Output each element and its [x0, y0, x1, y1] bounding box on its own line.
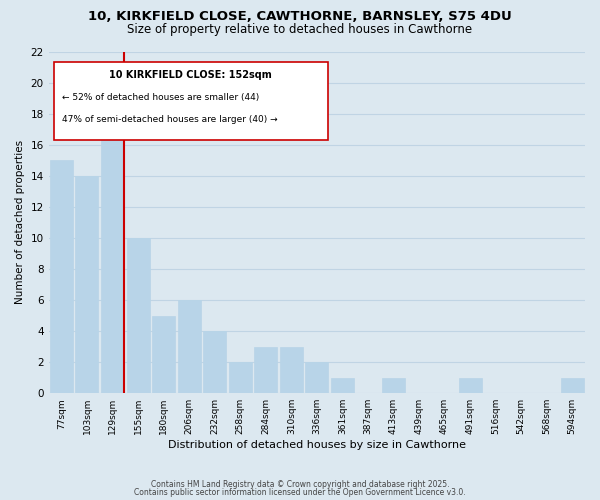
Bar — [458, 378, 482, 393]
Bar — [178, 300, 200, 393]
Text: ← 52% of detached houses are smaller (44): ← 52% of detached houses are smaller (44… — [62, 92, 259, 102]
Bar — [382, 378, 405, 393]
Bar — [76, 176, 98, 393]
Text: 47% of semi-detached houses are larger (40) →: 47% of semi-detached houses are larger (… — [62, 114, 278, 124]
X-axis label: Distribution of detached houses by size in Cawthorne: Distribution of detached houses by size … — [168, 440, 466, 450]
Bar — [152, 316, 175, 393]
Bar — [229, 362, 252, 393]
Bar — [280, 346, 303, 393]
Bar — [101, 114, 124, 393]
Bar — [305, 362, 328, 393]
Bar — [331, 378, 354, 393]
Text: Contains HM Land Registry data © Crown copyright and database right 2025.: Contains HM Land Registry data © Crown c… — [151, 480, 449, 489]
Text: Size of property relative to detached houses in Cawthorne: Size of property relative to detached ho… — [127, 22, 473, 36]
Text: 10, KIRKFIELD CLOSE, CAWTHORNE, BARNSLEY, S75 4DU: 10, KIRKFIELD CLOSE, CAWTHORNE, BARNSLEY… — [88, 10, 512, 23]
Text: Contains public sector information licensed under the Open Government Licence v3: Contains public sector information licen… — [134, 488, 466, 497]
Y-axis label: Number of detached properties: Number of detached properties — [15, 140, 25, 304]
FancyBboxPatch shape — [54, 62, 328, 140]
Bar — [203, 331, 226, 393]
Bar — [50, 160, 73, 393]
Bar — [561, 378, 584, 393]
Text: 10 KIRKFIELD CLOSE: 152sqm: 10 KIRKFIELD CLOSE: 152sqm — [109, 70, 272, 81]
Bar — [127, 238, 149, 393]
Bar — [254, 346, 277, 393]
